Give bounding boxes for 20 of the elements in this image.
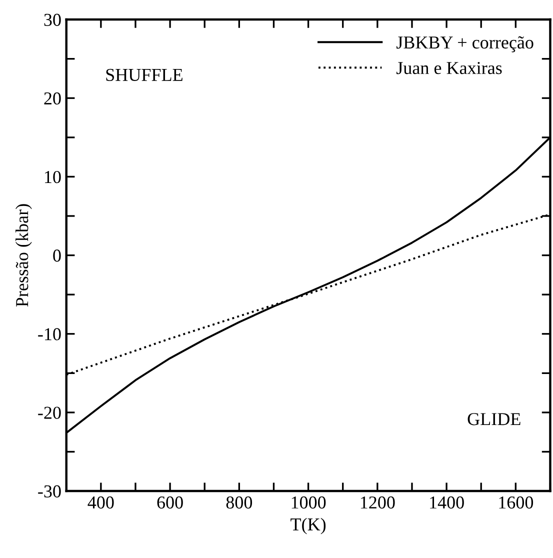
x-tick-label: 1200 (360, 496, 395, 509)
x-axis-title: T(K) (290, 518, 326, 534)
y-tick-label: 0 (53, 250, 61, 262)
annotation: SHUFFLE (106, 68, 182, 82)
x-tick-label: 400 (88, 496, 114, 509)
y-tick-label: -10 (38, 328, 61, 340)
y-tick-label: 10 (45, 170, 61, 184)
y-tick-label: -30 (38, 485, 61, 498)
y-tick-label: 20 (44, 92, 61, 105)
legend-label: Juan e Kaxiras (396, 62, 502, 74)
legend-label: JBKBY + correção (396, 36, 534, 52)
x-tick-label: 1400 (430, 496, 464, 509)
y-axis-title: Pressão (kbar) (16, 204, 32, 307)
y-tick-label: 30 (44, 14, 61, 26)
annotation: GLIDE (468, 413, 520, 426)
y-tick-label: -20 (38, 406, 61, 419)
x-tick-label: 1600 (499, 496, 534, 509)
x-tick-label: 800 (226, 496, 252, 509)
x-tick-label: 1000 (292, 496, 326, 509)
x-tick-label: 600 (157, 496, 183, 509)
